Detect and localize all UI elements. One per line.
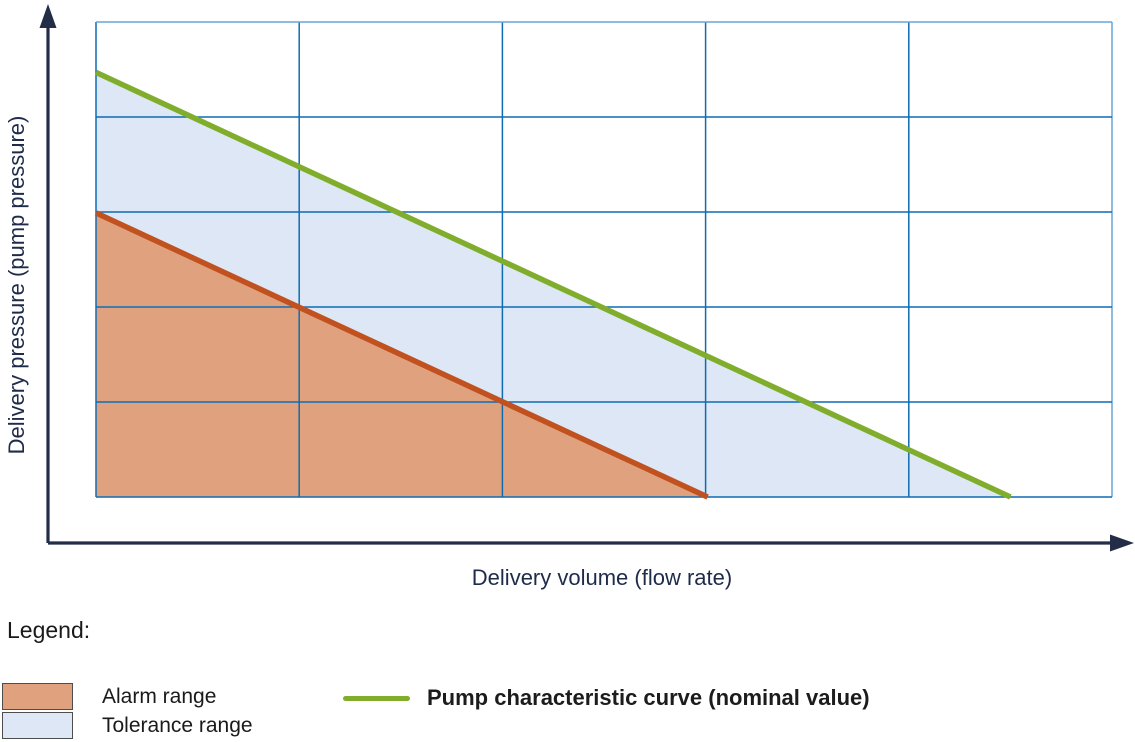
- legend-item-pump-curve: Pump characteristic curve (nominal value…: [343, 685, 870, 710]
- alarm-range-boundary-line: [94, 210, 709, 500]
- y-axis-arrowhead: [39, 4, 57, 28]
- pump-curve-label: Pump characteristic curve (nominal value…: [427, 685, 870, 710]
- alarm-range-label: Alarm range: [102, 684, 217, 708]
- y-axis-label: Delivery pressure (pump pressure): [4, 115, 29, 455]
- x-axis-label: Delivery volume (flow rate): [471, 565, 733, 590]
- x-axis-arrowhead: [1110, 534, 1134, 552]
- tolerance-range-swatch: [2, 712, 73, 739]
- pump-curve-line-swatch: [343, 695, 410, 701]
- pump-characteristic-curve-nominal-value-line: [94, 69, 1012, 500]
- alarm-range-swatch: [2, 683, 73, 710]
- legend-title: Legend:: [7, 617, 91, 643]
- legend-item-alarm-range: Alarm range: [2, 683, 216, 710]
- legend-item-tolerance-range: Tolerance range: [2, 712, 253, 739]
- tolerance-range-label: Tolerance range: [102, 713, 253, 737]
